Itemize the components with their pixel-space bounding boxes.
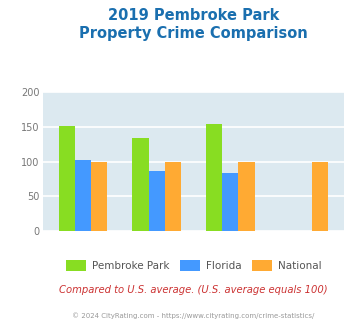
Bar xyxy=(59,126,75,231)
Bar xyxy=(165,162,181,231)
Bar xyxy=(149,171,165,231)
Text: Property Crime Comparison: Property Crime Comparison xyxy=(79,26,308,41)
Text: © 2024 CityRating.com - https://www.cityrating.com/crime-statistics/: © 2024 CityRating.com - https://www.city… xyxy=(72,312,315,318)
Bar xyxy=(222,173,238,231)
Bar xyxy=(75,160,91,231)
Text: Compared to U.S. average. (U.S. average equals 100): Compared to U.S. average. (U.S. average … xyxy=(59,285,328,295)
Legend: Pembroke Park, Florida, National: Pembroke Park, Florida, National xyxy=(61,256,326,275)
Bar xyxy=(312,162,328,231)
Bar xyxy=(206,124,222,231)
Text: 2019 Pembroke Park: 2019 Pembroke Park xyxy=(108,8,279,23)
Bar xyxy=(238,162,255,231)
Bar xyxy=(91,162,107,231)
Bar xyxy=(132,138,149,231)
